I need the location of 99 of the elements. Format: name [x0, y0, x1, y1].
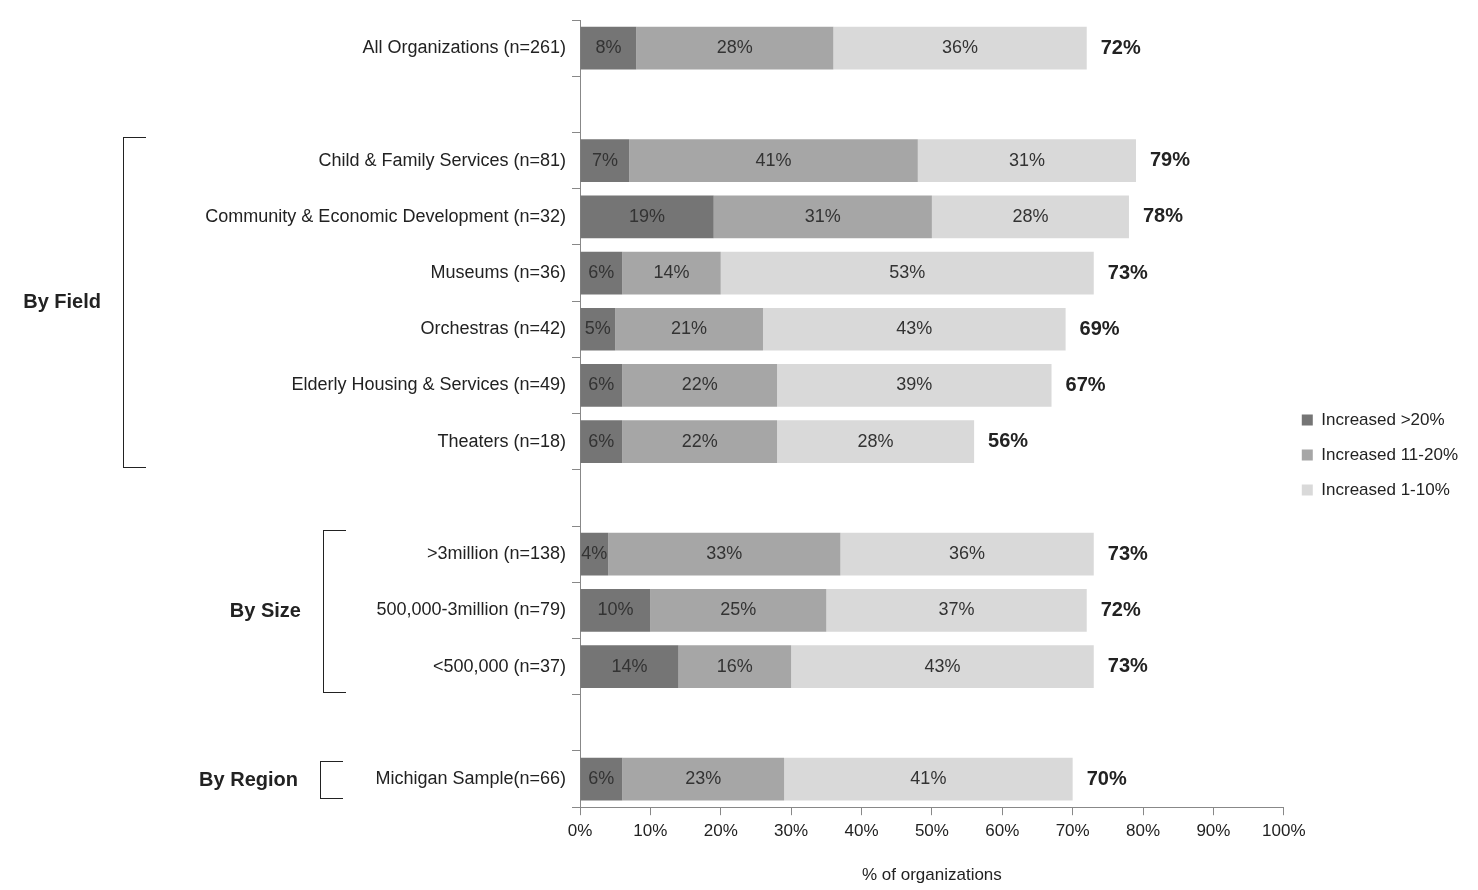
data-label: 10%: [597, 599, 634, 620]
data-label: 28%: [716, 37, 753, 58]
bar: [833, 26, 1087, 70]
x-tick-label: 10%: [633, 821, 668, 841]
total-label: 73%: [1107, 260, 1149, 283]
total-label: 69%: [1079, 316, 1120, 339]
legend-label: Increased 1-10%: [1321, 479, 1450, 499]
bar: [840, 532, 1094, 576]
y-tick-label: >3million (n=138): [426, 543, 566, 564]
bar: [608, 532, 841, 576]
bar: [622, 364, 778, 407]
data-label: 19%: [629, 205, 666, 226]
data-label: 21%: [671, 318, 708, 339]
data-label: 23%: [685, 768, 722, 789]
x-tick-label: 60%: [985, 821, 1020, 841]
y-tick-label: Michigan Sample(n=66): [375, 768, 566, 789]
total-label: 70%: [1086, 766, 1127, 789]
total-label: 72%: [1100, 35, 1141, 58]
bar: [580, 589, 651, 632]
y-tick-label: All Organizations (n=261): [362, 37, 566, 58]
bar: [580, 139, 630, 182]
data-label: 31%: [1008, 149, 1045, 170]
bar: [622, 420, 778, 464]
total-label: 79%: [1149, 148, 1191, 171]
data-label: 4%: [581, 543, 608, 564]
bar: [636, 26, 834, 70]
total-label: 67%: [1065, 373, 1106, 395]
x-tick-label: 20%: [703, 821, 738, 841]
bar: [720, 251, 1094, 295]
text: By Region: [199, 767, 298, 791]
bar: [762, 307, 1066, 351]
data-label: 6%: [588, 374, 615, 395]
data-label: 53%: [889, 262, 926, 282]
total-label: 56%: [988, 429, 1029, 452]
data-label: 25%: [720, 599, 757, 620]
data-label: 6%: [588, 262, 615, 282]
bar: [580, 645, 679, 688]
legend-label: Increased 11-20%: [1321, 444, 1458, 464]
x-axis-title: % of organizations: [861, 865, 1002, 885]
y-tick-label: Orchestras (n=42): [420, 318, 566, 339]
bar: [713, 195, 932, 239]
data-label: 31%: [804, 205, 841, 226]
data-label: 28%: [1012, 205, 1049, 226]
data-label: 22%: [681, 430, 718, 451]
bar: [917, 139, 1136, 182]
bar: [791, 645, 1094, 688]
data-label: 36%: [942, 37, 979, 58]
bar: [784, 757, 1073, 801]
data-label: 41%: [910, 768, 947, 789]
data-label: 5%: [584, 318, 611, 339]
text: By Size: [229, 598, 301, 622]
data-label: 6%: [588, 768, 615, 789]
x-tick-label: 40%: [844, 821, 879, 841]
total-label: 73%: [1107, 654, 1149, 677]
x-tick-label: 90%: [1196, 821, 1231, 841]
y-tick-label: Theaters (n=18): [437, 430, 566, 451]
data-label: 41%: [755, 149, 792, 170]
data-label: 43%: [896, 318, 933, 339]
data-label: 33%: [706, 543, 743, 564]
x-tick-label: 100%: [1262, 821, 1306, 841]
bar: [826, 589, 1087, 632]
legend-label: Increased >20%: [1321, 409, 1445, 429]
data-label: 16%: [716, 655, 753, 676]
data-label: 14%: [611, 655, 648, 676]
data-label: 6%: [588, 430, 615, 451]
y-tick-label: Community & Economic Development (n=32): [205, 205, 566, 226]
y-tick-label: Museums (n=36): [430, 262, 566, 282]
bar: [777, 364, 1052, 407]
data-label: 28%: [857, 430, 894, 451]
data-label: 8%: [595, 37, 622, 58]
bar: [580, 195, 714, 239]
x-tick-label: 0%: [567, 821, 593, 841]
bar: [650, 589, 827, 632]
bar: [629, 139, 918, 182]
y-tick-label: Child & Family Services (n=81): [318, 149, 566, 170]
bar: [777, 420, 975, 464]
y-tick-label: 500,000-3million (n=79): [376, 599, 566, 620]
data-label: 22%: [681, 374, 718, 395]
x-tick-label: 50%: [914, 821, 949, 841]
total-label: 73%: [1107, 541, 1149, 564]
x-tick-label: 80%: [1126, 821, 1161, 841]
y-tick-label: Elderly Housing & Services (n=49): [291, 374, 566, 395]
data-label: 14%: [653, 262, 690, 282]
data-label: 43%: [924, 655, 961, 676]
total-label: 78%: [1142, 204, 1184, 227]
bar: [931, 195, 1129, 239]
x-tick-label: 70%: [1055, 821, 1090, 841]
data-label: 36%: [949, 543, 986, 564]
data-label: 7%: [591, 149, 618, 170]
total-label: 72%: [1100, 597, 1141, 620]
text: By Field: [23, 289, 101, 313]
x-tick-label: 30%: [774, 821, 809, 841]
data-label: 39%: [896, 374, 933, 395]
bar: [622, 251, 721, 295]
bar: [615, 307, 763, 351]
y-tick-label: <500,000 (n=37): [432, 655, 566, 676]
bar: [678, 645, 792, 688]
bar: [622, 757, 785, 801]
data-label: 37%: [938, 599, 975, 620]
